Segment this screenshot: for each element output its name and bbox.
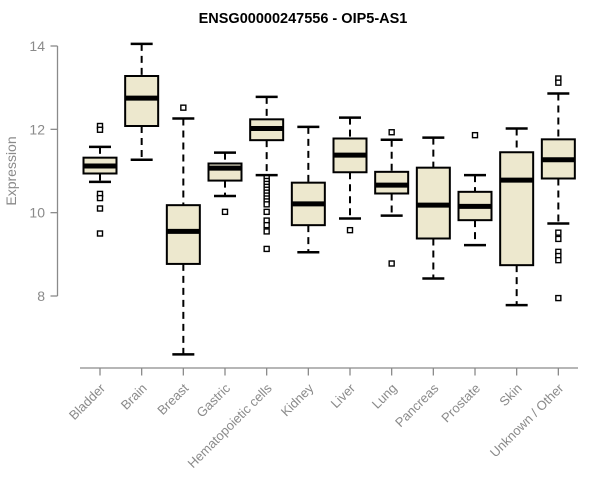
- iqr-box: [374, 170, 410, 195]
- x-category-label: Pancreas: [392, 380, 442, 430]
- x-category-label: Unknown / Other: [487, 380, 567, 460]
- boxplot-breast: [165, 104, 201, 356]
- boxplot-unknown-other: [540, 75, 576, 302]
- boxplot-skin: [499, 127, 535, 307]
- iqr-box: [499, 151, 535, 267]
- boxplot-brain: [124, 42, 160, 161]
- x-category-label: Bladder: [66, 380, 109, 423]
- outlier-point: [263, 208, 270, 216]
- y-axis-title: Expression: [3, 136, 19, 205]
- x-category-label: Gastric: [193, 380, 233, 420]
- chart-title: ENSG00000247556 - OIP5-AS1: [199, 11, 408, 27]
- x-category-label: Lung: [369, 381, 400, 412]
- boxplot-prostate: [457, 131, 493, 247]
- outlier-point: [180, 104, 187, 111]
- outlier-point: [221, 208, 229, 216]
- boxplot-pancreas: [415, 136, 451, 280]
- outlier-point: [555, 235, 562, 243]
- x-category-label: Prostate: [438, 381, 483, 426]
- boxplot-hematopoietic-cells: [249, 95, 285, 253]
- boxplot-liver: [332, 116, 368, 234]
- boxplot-kidney: [290, 125, 326, 254]
- x-category-label: Breast: [154, 380, 191, 417]
- outlier-point: [555, 294, 562, 302]
- x-category-label: Brain: [118, 381, 150, 413]
- boxplot-gastric: [207, 151, 243, 216]
- y-tick-label: 12: [29, 121, 45, 137]
- y-tick-label: 8: [37, 288, 45, 304]
- outlier-point: [388, 260, 395, 267]
- outlier-point: [263, 228, 270, 235]
- x-category-label: Kidney: [278, 380, 317, 419]
- iqr-box: [165, 204, 201, 265]
- boxplot-bladder: [82, 122, 118, 237]
- outlier-point: [388, 129, 395, 136]
- outlier-point: [555, 256, 562, 264]
- outlier-point: [263, 245, 270, 253]
- outlier-point: [346, 226, 354, 234]
- y-axis: 8 10 12 14: [29, 38, 59, 304]
- outlier-point: [96, 194, 104, 202]
- x-category-label: Skin: [496, 381, 524, 409]
- outlier-point: [555, 79, 562, 86]
- outlier-point: [96, 230, 104, 237]
- x-category-label: Liver: [328, 380, 359, 411]
- y-tick-label: 14: [29, 38, 45, 54]
- boxplot-lung: [374, 129, 410, 267]
- outlier-point: [555, 229, 562, 236]
- outlier-point: [263, 221, 270, 229]
- outlier-point: [263, 201, 270, 208]
- outlier-point: [96, 126, 104, 133]
- outlier-point: [471, 131, 479, 139]
- outlier-point: [96, 205, 104, 212]
- y-tick-label: 10: [29, 205, 45, 221]
- iqr-box: [124, 75, 160, 127]
